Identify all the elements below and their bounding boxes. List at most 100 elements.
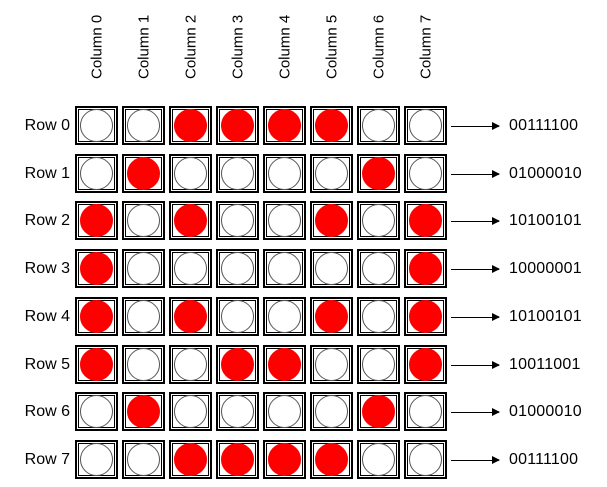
led-off xyxy=(315,395,348,428)
matrix-cell-r3-c6 xyxy=(357,249,400,288)
led-on xyxy=(80,300,113,333)
matrix-cell-r6-c1 xyxy=(122,392,165,431)
matrix-cell-r7-c0 xyxy=(75,440,118,479)
matrix-cell-r0-c3 xyxy=(216,106,259,145)
led-off xyxy=(221,252,254,285)
matrix-cell-r5-c6 xyxy=(357,345,400,384)
matrix-cell-r2-c7 xyxy=(404,201,447,240)
led-on xyxy=(315,204,348,237)
row-arrow-3 xyxy=(451,264,500,273)
matrix-cell-r7-c1 xyxy=(122,440,165,479)
led-on xyxy=(268,443,301,476)
led-off xyxy=(221,395,254,428)
led-on xyxy=(221,443,254,476)
matrix-cell-r3-c1 xyxy=(122,249,165,288)
column-label-4: Column 4 xyxy=(273,0,297,100)
matrix-cell-r0-c0 xyxy=(75,106,118,145)
led-off xyxy=(362,109,395,142)
led-off xyxy=(409,109,442,142)
led-off xyxy=(268,395,301,428)
matrix-cell-r6-c4 xyxy=(263,392,306,431)
led-off xyxy=(268,252,301,285)
led-off xyxy=(268,204,301,237)
column-label-text: Column 5 xyxy=(323,14,340,79)
matrix-cell-r5-c1 xyxy=(122,345,165,384)
row-binary-value-6: 01000010 xyxy=(509,402,582,420)
matrix-cell-r7-c4 xyxy=(263,440,306,479)
matrix-cell-r2-c4 xyxy=(263,201,306,240)
matrix-cell-r6-c6 xyxy=(357,392,400,431)
column-label-7: Column 7 xyxy=(414,0,438,100)
column-label-text: Column 4 xyxy=(276,14,293,79)
matrix-cell-r2-c3 xyxy=(216,201,259,240)
matrix-cell-r4-c2 xyxy=(169,297,212,336)
matrix-cell-r7-c7 xyxy=(404,440,447,479)
matrix-cell-r0-c5 xyxy=(310,106,353,145)
row-binary-value-5: 10011001 xyxy=(509,355,581,373)
matrix-cell-r0-c2 xyxy=(169,106,212,145)
row-arrow-6 xyxy=(451,407,500,416)
led-off xyxy=(127,252,160,285)
led-off xyxy=(409,395,442,428)
matrix-cell-r4-c5 xyxy=(310,297,353,336)
matrix-cell-r1-c6 xyxy=(357,154,400,193)
matrix-cell-r2-c5 xyxy=(310,201,353,240)
led-off xyxy=(315,157,348,190)
led-off xyxy=(315,252,348,285)
led-off xyxy=(174,395,207,428)
matrix-cell-r5-c5 xyxy=(310,345,353,384)
column-label-2: Column 2 xyxy=(179,0,203,100)
led-off xyxy=(221,157,254,190)
column-label-text: Column 6 xyxy=(370,14,387,79)
column-label-0: Column 0 xyxy=(85,0,109,100)
matrix-cell-r1-c1 xyxy=(122,154,165,193)
led-on xyxy=(409,300,442,333)
row-label-3: Row 3 xyxy=(24,259,70,277)
led-on xyxy=(268,109,301,142)
row-label-5: Row 5 xyxy=(24,355,70,373)
led-on xyxy=(221,348,254,381)
row-arrow-1 xyxy=(451,169,500,178)
matrix-cell-r2-c6 xyxy=(357,201,400,240)
matrix-cell-r1-c2 xyxy=(169,154,212,193)
matrix-cell-r3-c2 xyxy=(169,249,212,288)
led-on xyxy=(409,204,442,237)
led-off xyxy=(362,204,395,237)
led-on xyxy=(409,348,442,381)
led-on xyxy=(80,204,113,237)
matrix-cell-r5-c3 xyxy=(216,345,259,384)
led-off xyxy=(268,157,301,190)
led-off xyxy=(409,443,442,476)
led-on xyxy=(221,109,254,142)
matrix-cell-r7-c3 xyxy=(216,440,259,479)
matrix-cell-r6-c2 xyxy=(169,392,212,431)
led-on xyxy=(80,252,113,285)
led-on xyxy=(127,395,160,428)
matrix-cell-r0-c7 xyxy=(404,106,447,145)
row-arrow-0 xyxy=(451,121,500,130)
matrix-cell-r0-c1 xyxy=(122,106,165,145)
led-off xyxy=(362,443,395,476)
matrix-cell-r6-c5 xyxy=(310,392,353,431)
led-on xyxy=(127,157,160,190)
matrix-cell-r1-c0 xyxy=(75,154,118,193)
row-label-1: Row 1 xyxy=(24,164,70,182)
matrix-cell-r4-c3 xyxy=(216,297,259,336)
matrix-cell-r4-c1 xyxy=(122,297,165,336)
matrix-cell-r7-c6 xyxy=(357,440,400,479)
led-on xyxy=(174,300,207,333)
led-off xyxy=(80,109,113,142)
matrix-cell-r7-c5 xyxy=(310,440,353,479)
led-on xyxy=(80,348,113,381)
matrix-cell-r4-c7 xyxy=(404,297,447,336)
led-off xyxy=(174,252,207,285)
led-off xyxy=(174,157,207,190)
matrix-cell-r3-c7 xyxy=(404,249,447,288)
row-binary-value-1: 01000010 xyxy=(509,164,582,182)
row-binary-value-0: 00111100 xyxy=(509,116,579,134)
column-label-text: Column 1 xyxy=(135,14,152,79)
row-arrow-2 xyxy=(451,216,500,225)
matrix-cell-r3-c5 xyxy=(310,249,353,288)
led-off xyxy=(362,252,395,285)
matrix-cell-r3-c3 xyxy=(216,249,259,288)
